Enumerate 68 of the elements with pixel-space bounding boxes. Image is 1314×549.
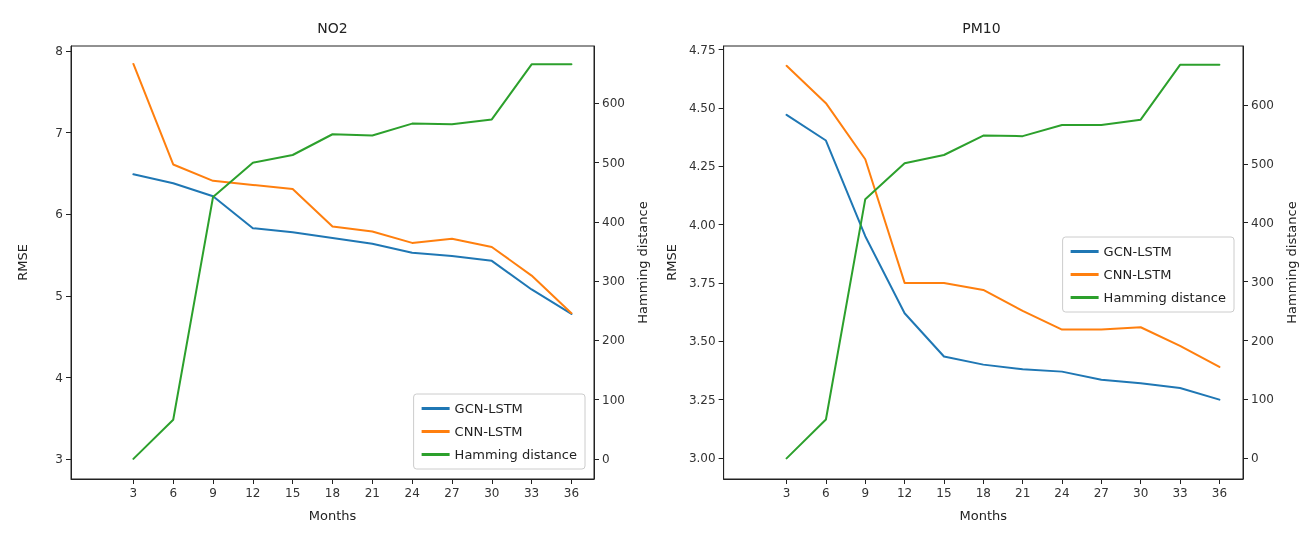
- x-axis-title: Months: [959, 508, 1008, 523]
- y-tick-label: 4.50: [688, 100, 716, 115]
- y-tick-label: 7: [55, 125, 63, 140]
- x-tick-label: 30: [484, 486, 500, 500]
- chart-title: PM10: [962, 20, 1001, 36]
- y-tick-label: 6: [55, 207, 63, 222]
- x-tick-label: 12: [896, 486, 913, 500]
- y-tick-label: 5: [55, 289, 63, 303]
- x-tick-label: 36: [1211, 486, 1228, 500]
- x-tick-label: 21: [1015, 486, 1031, 500]
- y2-tick-label: 400: [1251, 215, 1274, 230]
- x-tick-label: 9: [861, 486, 870, 500]
- y-tick-label: 4.25: [688, 159, 716, 174]
- y2-tick-label: 600: [1251, 97, 1274, 112]
- y-tick-label: 3.25: [688, 392, 716, 407]
- y2-tick-label: 400: [602, 214, 625, 229]
- x-tick-label: 24: [1054, 486, 1070, 500]
- y-tick-label: 3.75: [688, 275, 716, 290]
- x-tick-label: 3: [782, 486, 791, 500]
- y2-axis-title: Hamming distance: [1284, 201, 1299, 324]
- x-tick-label: 15: [936, 486, 952, 500]
- legend-label: CNN-LSTM: [454, 424, 523, 439]
- y2-tick-label: 200: [1251, 333, 1274, 348]
- y2-tick-label: 100: [1251, 392, 1274, 407]
- y2-axis-title: Hamming distance: [635, 201, 650, 324]
- x-tick-label: 18: [975, 486, 991, 500]
- y-axis-title: RMSE: [15, 244, 30, 281]
- y2-tick-label: 500: [1251, 156, 1274, 171]
- x-tick-label: 6: [822, 486, 830, 500]
- x-tick-label: 24: [404, 486, 420, 500]
- y2-tick-label: 200: [602, 333, 625, 348]
- y-tick-label: 4: [55, 370, 63, 385]
- y-tick-label: 8: [55, 43, 63, 58]
- y-tick-label: 3.50: [688, 334, 716, 349]
- y2-tick-label: 0: [602, 451, 610, 466]
- x-tick-label: 15: [285, 486, 301, 500]
- x-tick-label: 18: [324, 486, 341, 500]
- x-tick-label: 30: [1133, 486, 1149, 500]
- y2-tick-label: 500: [602, 155, 625, 170]
- legend-label: GCN-LSTM: [1103, 244, 1172, 259]
- x-axis-title: Months: [308, 508, 357, 523]
- line-series: [132, 173, 573, 315]
- y-tick-label: 3: [55, 452, 63, 467]
- y2-tick-label: 300: [1251, 274, 1274, 289]
- line-series: [132, 62, 573, 315]
- y2-tick-label: 300: [602, 274, 625, 289]
- legend-label: GCN-LSTM: [454, 401, 523, 416]
- x-tick-label: 9: [209, 486, 217, 500]
- x-tick-label: 3: [129, 486, 138, 500]
- x-tick-label: 12: [245, 486, 261, 500]
- x-tick-label: 36: [563, 486, 580, 500]
- x-tick-label: 6: [169, 486, 178, 500]
- x-tick-label: 27: [1093, 486, 1109, 500]
- legend-label: Hamming distance: [454, 447, 577, 462]
- legend-label: Hamming distance: [1103, 290, 1226, 305]
- x-tick-label: 27: [444, 486, 460, 500]
- x-tick-label: 33: [1172, 486, 1188, 500]
- y-tick-label: 3.00: [688, 450, 716, 465]
- legend-label: CNN-LSTM: [1103, 267, 1172, 282]
- y-tick-label: 4.00: [688, 217, 716, 232]
- y2-tick-label: 0: [1251, 451, 1259, 466]
- y2-tick-label: 100: [602, 392, 625, 407]
- y-tick-label: 4.75: [688, 42, 716, 57]
- y-axis-title: RMSE: [664, 244, 679, 281]
- chart-title: NO2: [317, 20, 348, 36]
- y2-tick-label: 600: [602, 96, 625, 111]
- x-tick-label: 21: [364, 486, 380, 500]
- x-tick-label: 33: [523, 486, 540, 500]
